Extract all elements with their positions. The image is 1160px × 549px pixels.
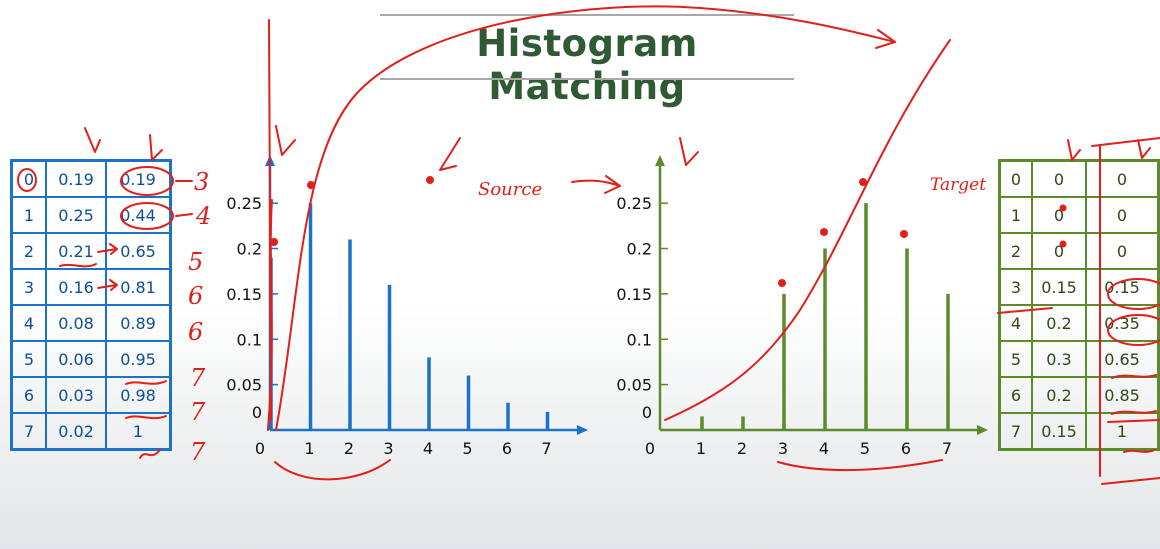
source-probability-cell: 0.06 bbox=[45, 340, 107, 378]
target-probability-cell: 0.15 bbox=[1031, 412, 1087, 451]
source-probability-cell: 0.19 bbox=[45, 159, 107, 198]
y-tick-label: 0.2 bbox=[627, 240, 652, 259]
x-tick-label: 7 bbox=[541, 439, 551, 458]
target-probability-cell: 0 bbox=[1031, 232, 1087, 270]
x-tick-label: 4 bbox=[423, 439, 433, 458]
y-tick-label: 0.05 bbox=[616, 376, 652, 395]
source-probability-cell: 0.02 bbox=[45, 412, 107, 451]
x-tick-label: 5 bbox=[462, 439, 472, 458]
source-level-cell: 3 bbox=[10, 268, 47, 306]
source-level-cell: 7 bbox=[10, 412, 47, 451]
x-tick-label: 3 bbox=[383, 439, 393, 458]
y-tick-label: 0.25 bbox=[616, 194, 652, 213]
target-level-cell: 6 bbox=[998, 376, 1033, 414]
x-tick-label: 1 bbox=[696, 439, 706, 458]
y-tick-label: 0.15 bbox=[226, 285, 262, 304]
x-tick-label: 6 bbox=[901, 439, 911, 458]
source-row: 6 0.03 0.98 bbox=[10, 376, 172, 414]
x-tick-label: 7 bbox=[942, 439, 952, 458]
source-cumulative-cell: 0.95 bbox=[105, 340, 172, 378]
x-tick-label: 4 bbox=[819, 439, 829, 458]
target-probability-cell: 0.2 bbox=[1031, 376, 1087, 414]
source-probability-cell: 0.03 bbox=[45, 376, 107, 414]
source-cumulative-cell: 0.81 bbox=[105, 268, 172, 306]
target-level-cell: 3 bbox=[998, 268, 1033, 306]
source-row: 5 0.06 0.95 bbox=[10, 340, 172, 378]
target-level-cell: 7 bbox=[998, 412, 1033, 451]
x-tick-label: 0 bbox=[255, 439, 265, 458]
target-probability-cell: 0 bbox=[1031, 159, 1087, 198]
source-cumulative-cell: 0.89 bbox=[105, 304, 172, 342]
y-tick-label: 0.2 bbox=[237, 240, 262, 259]
x-tick-label: 1 bbox=[304, 439, 314, 458]
x-tick-label: 0 bbox=[645, 439, 655, 458]
source-probability-cell: 0.25 bbox=[45, 196, 107, 234]
source-level-cell: 2 bbox=[10, 232, 47, 270]
x-axis-arrow-icon bbox=[977, 425, 988, 435]
x-tick-label: 5 bbox=[860, 439, 870, 458]
source-probability-cell: 0.08 bbox=[45, 304, 107, 342]
source-level-cell: 5 bbox=[10, 340, 47, 378]
target-level-cell: 5 bbox=[998, 340, 1033, 378]
source-row: 2 0.21 0.65 bbox=[10, 232, 172, 270]
x-tick-label: 6 bbox=[502, 439, 512, 458]
target-level-cell: 1 bbox=[998, 196, 1033, 234]
source-level-cell: 1 bbox=[10, 196, 47, 234]
target-probability-cell: 0.3 bbox=[1031, 340, 1087, 378]
source-row: 4 0.08 0.89 bbox=[10, 304, 172, 342]
y-tick-label: 0.15 bbox=[616, 285, 652, 304]
source-level-cell: 6 bbox=[10, 376, 47, 414]
y-tick-label: 0.05 bbox=[226, 376, 262, 395]
target-level-cell: 2 bbox=[998, 232, 1033, 270]
target-probability-cell: 0.15 bbox=[1031, 268, 1087, 306]
source-row: 3 0.16 0.81 bbox=[10, 268, 172, 306]
y-tick-label: 0.1 bbox=[237, 330, 262, 349]
y-tick-label: 0.1 bbox=[627, 330, 652, 349]
x-tick-label: 2 bbox=[344, 439, 354, 458]
y-tick-label: 0.25 bbox=[226, 194, 262, 213]
target-probability-cell: 0 bbox=[1031, 196, 1087, 234]
y-tick-label: 0 bbox=[252, 403, 262, 422]
y-tick-label: 0 bbox=[642, 403, 652, 422]
y-axis-arrow-icon bbox=[655, 155, 665, 166]
target-level-cell: 0 bbox=[998, 159, 1033, 198]
source-level-cell: 4 bbox=[10, 304, 47, 342]
x-tick-label: 3 bbox=[778, 439, 788, 458]
x-tick-label: 2 bbox=[737, 439, 747, 458]
